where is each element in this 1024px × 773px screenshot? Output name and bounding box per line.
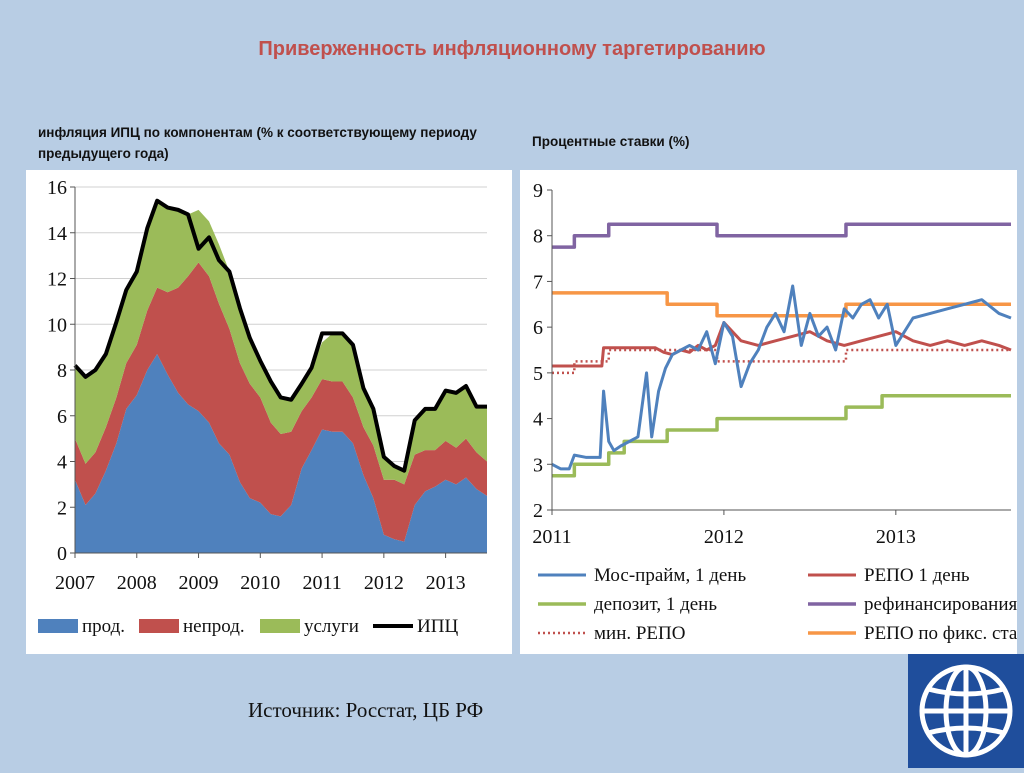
right-chart-title: Процентные ставки (%) bbox=[532, 134, 690, 149]
rates-chart-panel: 2 3 4 5 6 7 8 9 2011 2012 2013 Мос-прайм, 1 день РЕП… bbox=[520, 170, 1024, 654]
slide-title: Приверженность инфляционному таргетирова… bbox=[258, 38, 766, 60]
left-chart-title: инфляция ИПЦ по компонентам (% к соответ… bbox=[38, 125, 477, 161]
x-tick-label: 2012 bbox=[704, 526, 744, 548]
legend-nonfood-swatch bbox=[139, 619, 179, 633]
y-tick-label: 14 bbox=[47, 223, 67, 245]
y-tick-label: 2 bbox=[533, 500, 543, 522]
x-tick-label: 2009 bbox=[179, 572, 219, 594]
legend-cpi-label: ИПЦ bbox=[417, 616, 458, 637]
x-tick-label: 2013 bbox=[426, 572, 466, 594]
y-tick-label: 3 bbox=[533, 454, 543, 476]
x-tick-label: 2013 bbox=[876, 526, 916, 548]
fixed-repo-line bbox=[552, 291, 1011, 318]
cpi-components-chart: 0 2 4 6 8 10 12 14 16 2007 2008 2009 2010 2011 2012 201… bbox=[38, 177, 487, 637]
legend-nonfood-label: непрод. bbox=[183, 616, 245, 637]
repo-line bbox=[552, 321, 1012, 368]
x-tick-label: 2011 bbox=[532, 526, 571, 548]
source-note: Источник: Росстат, ЦБ РФ bbox=[248, 698, 484, 722]
y-tick-label: 6 bbox=[533, 317, 543, 339]
x-tick-label: 2007 bbox=[55, 572, 95, 594]
legend-services-label: услуги bbox=[304, 616, 359, 637]
legend-min-repo-label: мин. РЕПО bbox=[594, 623, 685, 644]
x-tick-label: 2011 bbox=[302, 572, 341, 594]
deposit-line bbox=[552, 393, 1011, 478]
legend-deposit-label: депозит, 1 день bbox=[594, 594, 717, 615]
legend-refinancing-label: рефинансирования bbox=[864, 594, 1017, 615]
y-tick-label: 4 bbox=[57, 452, 67, 474]
x-tick-label: 2012 bbox=[364, 572, 404, 594]
mosprime-line bbox=[551, 284, 1012, 471]
cpi-line bbox=[73, 198, 487, 473]
interest-rates-chart: 2 3 4 5 6 7 8 9 2011 2012 2013 Мос-прайм, 1 день РЕП… bbox=[532, 180, 1024, 644]
y-tick-label: 8 bbox=[57, 360, 67, 382]
legend-services-swatch bbox=[260, 619, 300, 633]
world-bank-globe-icon bbox=[908, 654, 1024, 768]
area-nonfood bbox=[75, 262, 487, 542]
area-food bbox=[75, 353, 487, 553]
y-tick-label: 9 bbox=[533, 180, 543, 202]
y-tick-label: 7 bbox=[533, 271, 543, 293]
y-tick-label: 6 bbox=[57, 406, 67, 428]
refinancing-line bbox=[552, 222, 1011, 249]
legend-repo-label: РЕПО 1 день bbox=[864, 565, 970, 586]
y-tick-label: 8 bbox=[533, 226, 543, 248]
y-tick-label: 4 bbox=[533, 409, 543, 431]
cpi-chart-panel: 0 2 4 6 8 10 12 14 16 2007 2008 2009 2010 2011 2012 201… bbox=[26, 170, 512, 654]
y-tick-label: 0 bbox=[57, 543, 67, 565]
y-tick-label: 5 bbox=[533, 363, 543, 385]
legend-food-label: прод. bbox=[82, 616, 125, 637]
min-repo-line bbox=[552, 348, 1011, 375]
x-tick-label: 2008 bbox=[117, 572, 157, 594]
y-tick-label: 16 bbox=[47, 177, 67, 199]
legend-mosprime-label: Мос-прайм, 1 день bbox=[594, 565, 746, 586]
area-services bbox=[75, 200, 487, 485]
x-tick-label: 2010 bbox=[240, 572, 280, 594]
y-tick-label: 2 bbox=[57, 497, 67, 519]
y-tick-label: 12 bbox=[47, 269, 67, 291]
legend-food-swatch bbox=[38, 619, 78, 633]
y-tick-label: 10 bbox=[47, 314, 67, 336]
legend-fixed-repo-label: РЕПО по фикс. ставке bbox=[864, 623, 1017, 644]
